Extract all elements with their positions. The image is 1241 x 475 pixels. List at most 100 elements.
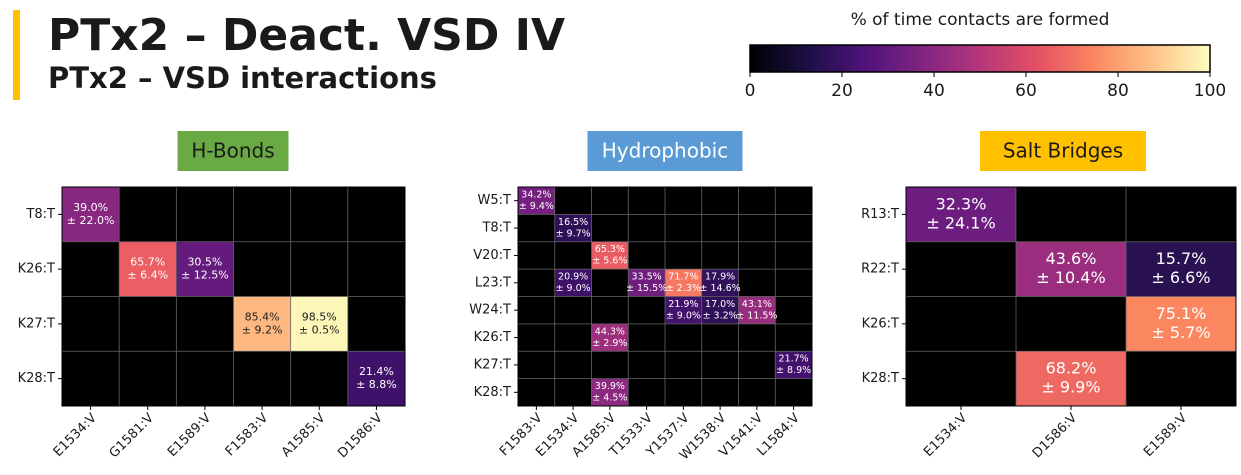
- y-tick-label: T8:T: [481, 221, 511, 236]
- cell-value-label: 34.2%: [521, 189, 551, 200]
- color-scale: [749, 44, 1211, 73]
- y-tick-label: L23:T: [475, 275, 511, 290]
- cell-error-label: ± 8.8%: [356, 378, 397, 391]
- chart-title: H-Bonds: [191, 139, 274, 163]
- cell-value-label: 65.7%: [130, 256, 165, 269]
- cell-value-label: 33.5%: [632, 272, 662, 283]
- cell-error-label: ± 3.2%: [703, 310, 738, 321]
- cell-value-label: 39.9%: [595, 381, 625, 392]
- cell-value-label: 17.9%: [705, 272, 735, 283]
- plot-frame: [517, 186, 813, 407]
- x-tick-label: E1534:V: [921, 411, 970, 460]
- cell-value-label: 98.5%: [302, 310, 337, 323]
- x-tick-label: F1583:V: [223, 411, 272, 460]
- cell-error-label: ± 9.0%: [556, 283, 591, 294]
- cell-error-label: ± 10.4%: [1036, 268, 1105, 287]
- heatmap-cell: [701, 296, 739, 324]
- heatmap-cell: [233, 296, 291, 352]
- heatmap-cell: [518, 187, 555, 215]
- y-tick-label: K28:T: [862, 371, 899, 386]
- cell-error-label: ± 0.5%: [299, 323, 340, 336]
- cell-value-label: 85.4%: [245, 310, 280, 323]
- accent-bar: [13, 10, 20, 100]
- cell-value-label: 39.0%: [73, 201, 108, 214]
- y-tick-label: W5:T: [478, 193, 512, 208]
- heatmap-cell: [906, 187, 1016, 242]
- cell-error-label: ± 12.5%: [181, 269, 229, 282]
- heatmap-cell: [554, 214, 592, 242]
- title-badge: [980, 131, 1146, 171]
- cell-error-label: ± 9.9%: [1041, 378, 1100, 397]
- y-tick-label: R22:T: [861, 262, 899, 277]
- cell-value-label: 20.9%: [558, 272, 588, 283]
- cell-error-label: ± 6.4%: [127, 269, 168, 282]
- heatmap-cell: [347, 351, 405, 406]
- cell-value-label: 16.5%: [558, 217, 588, 228]
- cell-value-label: 21.7%: [779, 354, 809, 365]
- cell-value-label: 75.1%: [1156, 304, 1207, 323]
- heatmap-cell: [775, 351, 812, 379]
- y-tick-label: W24:T: [469, 303, 511, 318]
- page-subtitle: PTx2 – VSD interactions: [48, 61, 437, 95]
- cell-error-label: ± 2.3%: [666, 283, 701, 294]
- heatmap-cell: [591, 323, 629, 352]
- cell-value-label: 30.5%: [187, 256, 222, 269]
- y-tick-label: K27:T: [474, 357, 511, 372]
- x-tick-label: A1585:V: [279, 411, 329, 461]
- colorbar-label: % of time contacts are formed: [851, 10, 1110, 30]
- cell-value-label: 71.7%: [668, 272, 698, 283]
- cell-error-label: ± 6.6%: [1151, 268, 1210, 287]
- x-tick-label: D1586:V: [1030, 411, 1081, 462]
- cell-error-label: ± 2.9%: [592, 338, 627, 349]
- heatmap-cell: [1016, 241, 1126, 297]
- cell-value-label: 21.4%: [359, 365, 394, 378]
- cell-value-label: 21.9%: [668, 299, 698, 310]
- y-tick-label: K26:T: [18, 262, 55, 277]
- cell-error-label: ± 9.7%: [556, 228, 591, 239]
- heatmap-cell: [119, 241, 177, 297]
- y-tick-label: K26:T: [862, 316, 899, 331]
- x-tick-label: E1589:V: [1141, 411, 1190, 460]
- cell-error-label: ± 5.6%: [592, 256, 627, 267]
- plot-frame: [61, 186, 406, 407]
- title-badge: [177, 131, 289, 171]
- cell-value-label: 43.6%: [1046, 249, 1097, 268]
- x-tick-label: E1534:V: [51, 411, 100, 460]
- x-tick-label: G1581:V: [107, 411, 158, 462]
- heatmap-cell: [1126, 241, 1236, 297]
- heatmap-cell: [665, 269, 702, 297]
- cell-error-label: ± 9.4%: [519, 201, 554, 212]
- heatmap-cell: [665, 296, 702, 324]
- colorbar-tick-label: 80: [1107, 81, 1129, 101]
- y-tick-label: K28:T: [474, 385, 511, 400]
- heatmap-cell: [628, 269, 665, 297]
- heatmap-cell: [738, 296, 776, 324]
- heatmap-cell: [62, 187, 120, 242]
- cell-value-label: 43.1%: [742, 299, 772, 310]
- heatmap-cell: [1126, 296, 1236, 352]
- x-tick-label: D1586:V: [335, 411, 386, 462]
- cell-value-label: 15.7%: [1156, 249, 1207, 268]
- x-tick-label: E1589:V: [165, 411, 214, 460]
- cell-value-label: 44.3%: [595, 326, 625, 337]
- heatmap-cell: [176, 241, 234, 297]
- y-tick-label: K26:T: [474, 330, 511, 345]
- y-tick-label: K28:T: [18, 371, 55, 386]
- cell-error-label: ± 11.5%: [736, 310, 777, 321]
- page-title: PTx2 – Deact. VSD IV: [48, 10, 565, 61]
- y-tick-label: T8:T: [25, 207, 55, 222]
- title-badge: [587, 131, 743, 171]
- cell-error-label: ± 9.0%: [666, 310, 701, 321]
- colorbar-tick-label: 20: [831, 81, 853, 101]
- cell-error-label: ± 22.0%: [67, 214, 115, 227]
- colorbar-tick-label: 60: [1015, 81, 1037, 101]
- cell-error-label: ± 14.6%: [700, 283, 741, 294]
- y-tick-label: R13:T: [861, 207, 899, 222]
- colorbar-tick-label: 0: [745, 81, 756, 101]
- heatmap-cell: [554, 269, 592, 297]
- chart-title: Salt Bridges: [1003, 139, 1123, 163]
- cell-error-label: ± 8.9%: [776, 365, 811, 376]
- cell-error-label: ± 5.7%: [1151, 323, 1210, 342]
- colorbar-tick-label: 40: [923, 81, 945, 101]
